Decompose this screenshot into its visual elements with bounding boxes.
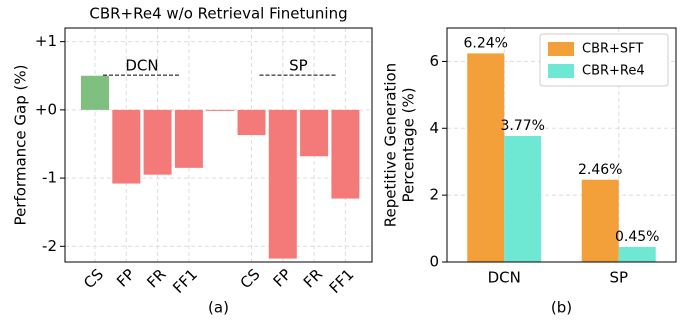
- y-tick-label: -2: [42, 237, 57, 255]
- bar: [581, 179, 619, 262]
- bar: [112, 109, 141, 184]
- y-tick-label: -1: [42, 169, 57, 187]
- y-tick-label: 2: [429, 186, 439, 204]
- legend-label: CBR+Re4: [582, 64, 645, 79]
- value-label: 6.24%: [464, 35, 508, 51]
- plot-frame: [64, 27, 373, 263]
- y-tick-label: 0: [429, 253, 439, 271]
- x-tick-label: SP: [609, 269, 628, 287]
- bar: [237, 109, 266, 136]
- x-tick-label: FP: [270, 265, 295, 290]
- x-tick-label: FF1: [169, 265, 201, 297]
- bar: [81, 75, 109, 110]
- y-tick-label: 6: [429, 52, 439, 70]
- plot-frame: [446, 27, 677, 263]
- x-tick-label: FF1: [326, 265, 358, 297]
- x-axis-label: (a): [208, 299, 229, 317]
- value-label: 2.46%: [578, 162, 622, 178]
- bar: [206, 109, 235, 111]
- x-tick-label: DCN: [488, 269, 521, 287]
- bar: [300, 109, 329, 157]
- bar: [268, 109, 297, 259]
- bar: [618, 246, 656, 262]
- value-label: 3.77%: [501, 118, 545, 134]
- bar: [174, 109, 203, 168]
- y-axis-label: Percentage (%): [400, 87, 418, 202]
- y-axis-label: Performance Gap (%): [12, 65, 30, 226]
- y-tick-label: 4: [429, 119, 439, 137]
- legend-label: CBR+SFT: [582, 42, 643, 57]
- value-label: 0.45%: [615, 229, 659, 245]
- x-tick-label: FP: [113, 265, 138, 290]
- chart-title: CBR+Re4 w/o Retrieval Finetuning: [89, 5, 347, 23]
- x-tick-label: CS: [80, 265, 107, 292]
- bar: [143, 109, 172, 175]
- bar: [504, 135, 542, 262]
- x-tick-label: CS: [237, 265, 264, 292]
- x-tick-label: FR: [300, 265, 326, 291]
- y-tick-label: +1: [35, 32, 57, 50]
- bar: [331, 109, 360, 199]
- bar: [467, 53, 505, 262]
- group-label: SP: [289, 57, 308, 75]
- x-tick-label: FR: [143, 265, 169, 291]
- legend-swatch: [548, 64, 574, 78]
- y-axis-label: Repetitive Generation: [382, 63, 400, 227]
- x-axis-label: (b): [551, 299, 572, 317]
- group-label: DCN: [125, 57, 158, 75]
- legend-swatch: [548, 42, 574, 56]
- y-tick-label: +0: [35, 100, 57, 118]
